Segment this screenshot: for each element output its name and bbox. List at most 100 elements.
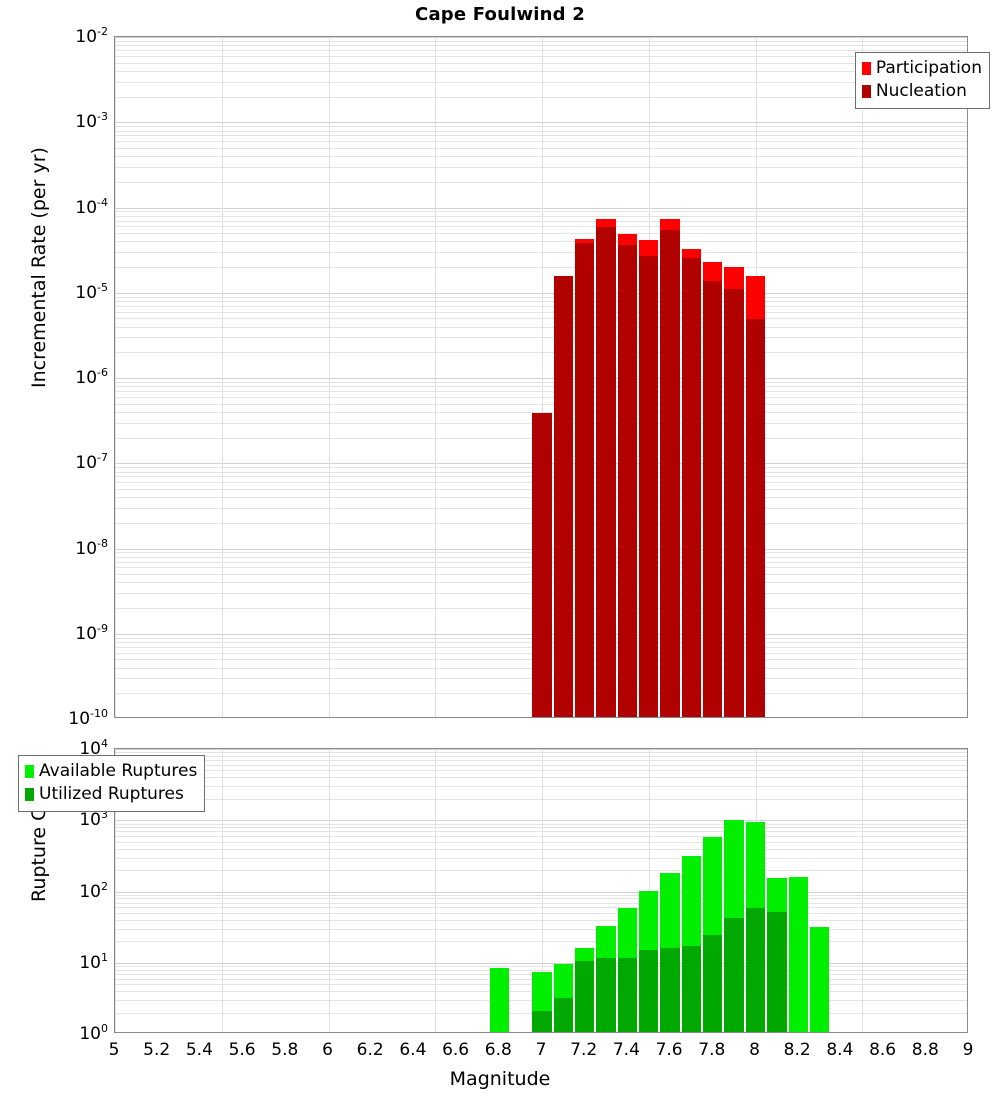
bar-segment-nucleation [681, 257, 702, 717]
x-tick-label: 8.8 [911, 1040, 939, 1060]
bar-segment-utilized-ruptures [532, 1010, 552, 1032]
bar-segment-utilized-ruptures [703, 934, 723, 1032]
legend-label: Utilized Ruptures [39, 784, 184, 804]
legend-swatch-icon [861, 85, 871, 98]
y-tick-label: 100 [79, 1022, 108, 1044]
bar [745, 37, 766, 717]
legend-label: Nucleation [875, 81, 967, 101]
bar [575, 749, 595, 1032]
bar-segment-utilized-ruptures [639, 950, 659, 1032]
rupture-count-plot-area [114, 748, 968, 1033]
bar-segment-utilized-ruptures [681, 946, 702, 1032]
bar [660, 749, 680, 1032]
legend-item: Utilized Ruptures [25, 783, 197, 806]
bar-segment-nucleation [553, 275, 574, 717]
legend-swatch-icon [861, 62, 871, 75]
y-tick-label: 102 [79, 879, 108, 902]
x-tick-label: 5.2 [143, 1040, 171, 1060]
bar [767, 749, 787, 1032]
bar [617, 749, 638, 1032]
bar-segment-nucleation [575, 243, 595, 717]
bar-segment-utilized-ruptures [745, 907, 766, 1032]
incremental-rate-plot-area [114, 36, 968, 718]
incremental-rate-bars [115, 37, 967, 717]
bar-segment-utilized-ruptures [553, 998, 574, 1032]
bar [788, 749, 808, 1032]
legend-label: Available Ruptures [39, 761, 198, 781]
x-axis-ticks: 5 5.2 5.4 5.6 5.8 6 6.2 6.4 6.6 6.8 7 7.2 7.4 7.6 7.8 8… [0, 1040, 1000, 1066]
bar [639, 37, 659, 717]
bar-segment-utilized-ruptures [575, 960, 595, 1032]
legend-swatch-icon [25, 765, 34, 778]
bar [489, 749, 509, 1032]
y-axis-ticks-top: 10-2 10-3 10-4 10-5 10-6 10-7 10-8 10-9 10-10 [0, 0, 108, 1100]
bar [553, 37, 574, 717]
bar [681, 749, 702, 1032]
bar [660, 37, 680, 717]
bar [703, 37, 723, 717]
bar [724, 37, 744, 717]
bar [724, 749, 744, 1032]
y-tick-label: 10-10 [68, 707, 108, 729]
y-tick-label: 101 [79, 950, 108, 973]
y-tick-label: 10-9 [75, 621, 108, 644]
bar-segment-available-ruptures [489, 967, 509, 1032]
bar [532, 749, 552, 1032]
x-tick-label: 6.6 [442, 1040, 470, 1060]
x-tick-label: 6.2 [356, 1040, 384, 1060]
bar-segment-utilized-ruptures [660, 948, 680, 1032]
y-tick-label: 10-6 [75, 366, 108, 388]
bar-segment-available-ruptures [788, 876, 808, 1032]
x-tick-label: 8 [749, 1040, 760, 1060]
legend-item: Available Ruptures [25, 760, 197, 783]
bar-segment-nucleation [596, 226, 616, 717]
x-axis-title: Magnitude [449, 1068, 551, 1090]
y-tick-label: 10-4 [75, 195, 108, 218]
x-tick-label: 5.8 [271, 1040, 299, 1060]
bar-segment-nucleation [724, 288, 744, 717]
legend-label: Participation [875, 58, 982, 78]
legend-incremental-rate: Participation Nucleation [854, 52, 990, 109]
x-tick-label: 5.6 [228, 1040, 256, 1060]
legend-item: Nucleation [861, 80, 982, 103]
bar [575, 37, 595, 717]
rupture-count-bars [115, 749, 967, 1032]
legend-swatch-icon [25, 788, 34, 801]
bar-segment-utilized-ruptures [767, 912, 787, 1032]
bar-segment-nucleation [617, 244, 638, 717]
x-tick-label: 7.6 [655, 1040, 683, 1060]
y-tick-label: 10-3 [75, 110, 108, 133]
bar-segment-utilized-ruptures [596, 957, 616, 1032]
x-tick-label: 6.8 [484, 1040, 512, 1060]
y-tick-label: 10-8 [75, 536, 108, 559]
x-tick-label: 5 [108, 1040, 120, 1060]
bar-segment-nucleation [703, 281, 723, 717]
bar [745, 749, 766, 1032]
bar-segment-nucleation [532, 412, 552, 717]
bar [639, 749, 659, 1032]
y-tick-label: 10-5 [75, 280, 108, 303]
x-tick-label: 8.4 [826, 1040, 854, 1060]
bar-segment-utilized-ruptures [617, 957, 638, 1032]
y-tick-label: 10-2 [75, 25, 108, 47]
x-tick-label: 8.2 [783, 1040, 811, 1060]
legend-item: Participation [861, 57, 982, 80]
bar [532, 37, 552, 717]
x-tick-label: 6 [322, 1040, 333, 1060]
bar [596, 37, 616, 717]
x-tick-label: 8.6 [869, 1040, 897, 1060]
y-tick-label: 10-7 [75, 451, 108, 474]
bar-segment-available-ruptures [809, 926, 830, 1032]
y-tick-label: 104 [79, 737, 108, 759]
x-tick-label: 9 [962, 1040, 974, 1060]
bar [703, 749, 723, 1032]
bar [809, 749, 830, 1032]
y-tick-label: 103 [79, 808, 108, 831]
y-axis-ticks-bottom: 104 103 102 101 100 [0, 0, 108, 1100]
bar [617, 37, 638, 717]
bar [553, 749, 574, 1032]
bar-segment-nucleation [745, 319, 766, 717]
legend-rupture-count: Available Ruptures Utilized Ruptures [18, 755, 206, 812]
x-tick-label: 7.2 [570, 1040, 598, 1060]
